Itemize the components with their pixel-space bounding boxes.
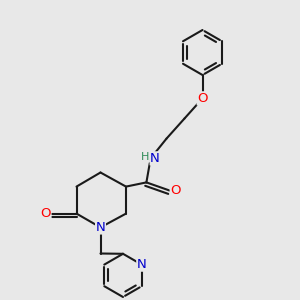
Text: O: O: [40, 207, 51, 220]
Text: O: O: [197, 92, 208, 105]
Text: O: O: [170, 184, 181, 197]
Text: N: N: [150, 152, 160, 165]
Text: H: H: [141, 152, 149, 162]
Text: N: N: [137, 258, 147, 271]
Text: N: N: [96, 221, 105, 234]
